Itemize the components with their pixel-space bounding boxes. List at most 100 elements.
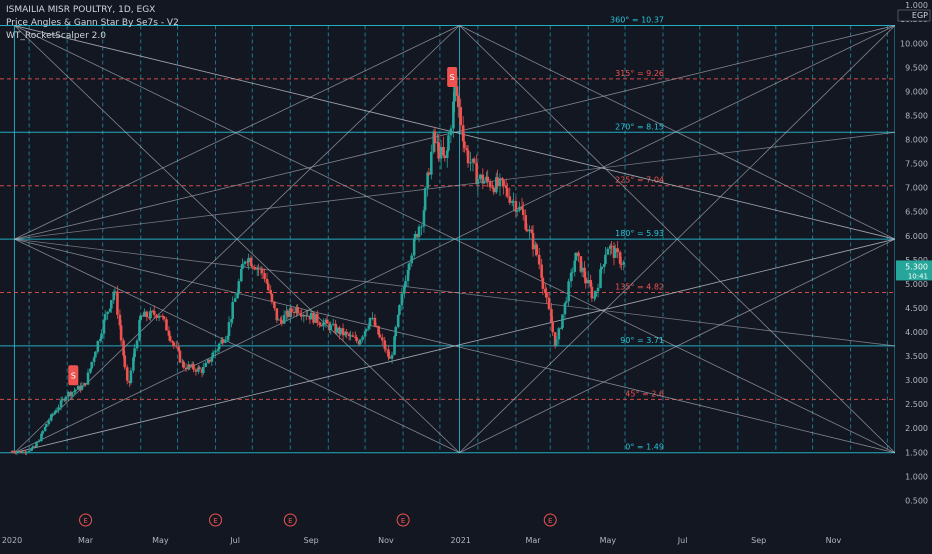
candle-body xyxy=(143,311,146,317)
candle-body xyxy=(433,131,437,144)
time-tick-label: Mar xyxy=(78,536,94,545)
currency-badge xyxy=(897,9,931,22)
candle-body xyxy=(442,146,445,156)
candle-body xyxy=(21,451,25,454)
price-tick-label: 4.500 xyxy=(905,304,928,313)
candle-body xyxy=(322,322,325,327)
candle-body xyxy=(541,277,545,289)
candle-body xyxy=(94,351,97,358)
candle-body xyxy=(103,314,107,321)
candle-body xyxy=(70,391,74,396)
candle-body xyxy=(290,308,293,312)
candle-body xyxy=(492,187,496,193)
candle-body xyxy=(325,319,329,324)
candle-body xyxy=(210,357,214,362)
candle-body xyxy=(194,369,198,372)
candle-body xyxy=(306,315,309,317)
candle-body xyxy=(74,389,78,391)
price-tick-label: 1.000 xyxy=(905,472,928,481)
gann-star-line xyxy=(459,25,896,240)
gann-star-line xyxy=(459,238,896,454)
candle-body xyxy=(282,315,286,324)
candle-body xyxy=(247,257,250,263)
price-tick-label: 8.000 xyxy=(905,136,928,145)
candle-body xyxy=(400,293,404,306)
time-tick-label: Jul xyxy=(229,536,240,545)
price-tick-label: 2.000 xyxy=(905,424,928,433)
candle-body xyxy=(394,327,398,337)
candle-body xyxy=(251,265,254,268)
candle-body xyxy=(84,383,87,385)
candle-body xyxy=(423,188,427,211)
candle-body xyxy=(469,162,472,164)
candle-body xyxy=(43,426,47,432)
candle-body xyxy=(122,340,125,356)
candle-body xyxy=(149,310,152,319)
candle-body xyxy=(403,287,406,294)
candle-body xyxy=(504,185,508,189)
candle-body xyxy=(300,314,303,317)
candle-body xyxy=(172,342,176,346)
candle-body xyxy=(279,319,282,321)
signal-badge xyxy=(68,365,79,386)
candle-body xyxy=(45,424,48,427)
candle-body xyxy=(67,392,70,397)
candle-body xyxy=(125,367,129,381)
candle-body xyxy=(550,309,553,322)
time-tick-label: 2020 xyxy=(2,536,22,545)
price-tick-label: 5.500 xyxy=(905,256,928,265)
candle-body xyxy=(230,319,233,323)
candle-body xyxy=(108,308,112,312)
candle-body xyxy=(113,291,117,293)
candle-body xyxy=(622,261,626,265)
earnings-label: E xyxy=(401,517,405,525)
candle-body xyxy=(514,201,518,212)
time-tick-label: May xyxy=(152,536,169,545)
time-tick-label: 2021 xyxy=(451,536,471,545)
price-tick-label: 7.000 xyxy=(905,184,928,193)
candle-body xyxy=(600,266,604,270)
candle-body xyxy=(531,232,535,250)
candle-body xyxy=(64,396,68,401)
candle-body xyxy=(270,293,274,302)
candle-body xyxy=(139,315,143,320)
candle-body xyxy=(192,364,195,370)
candle-body xyxy=(119,325,123,341)
gann-star-line xyxy=(14,25,896,454)
candle-body xyxy=(162,316,166,320)
symbol-title[interactable]: ISMAILIA MISR POULTRY, 1D, EGX xyxy=(6,5,156,15)
candle-body xyxy=(312,312,315,323)
candle-body xyxy=(341,328,345,336)
candle-body xyxy=(331,323,335,325)
earnings-icon xyxy=(209,513,223,527)
indicator-wt[interactable]: WT_RocketScalper 2.0 xyxy=(6,31,106,41)
candle-body xyxy=(594,291,597,297)
candle-body xyxy=(427,172,431,175)
candle-body xyxy=(393,336,396,355)
candle-body xyxy=(138,319,141,341)
candle-body xyxy=(231,301,234,320)
candle-body xyxy=(80,385,84,390)
last-price-badge xyxy=(896,260,932,281)
candle-body xyxy=(129,370,133,383)
candle-body xyxy=(152,311,156,315)
gann-level-label: 315° = 9.26 xyxy=(615,69,664,78)
candle-body xyxy=(447,135,450,151)
candle-body xyxy=(449,128,453,136)
candle-body xyxy=(266,283,270,291)
candle-body xyxy=(11,451,15,453)
indicator-gann[interactable]: Price Angles & Gann Star By Se7s - V2 xyxy=(6,18,179,28)
candle-body xyxy=(577,252,580,257)
candle-body xyxy=(602,264,606,267)
candle-body xyxy=(309,312,313,320)
candle-body xyxy=(593,296,596,299)
candle-body xyxy=(211,352,215,358)
candle-body xyxy=(227,322,231,336)
gann-level-label: 225° = 7.04 xyxy=(615,176,664,185)
candle-body xyxy=(132,357,135,371)
candle-body xyxy=(553,332,557,346)
candle-body xyxy=(15,452,19,454)
candle-body xyxy=(37,441,41,443)
